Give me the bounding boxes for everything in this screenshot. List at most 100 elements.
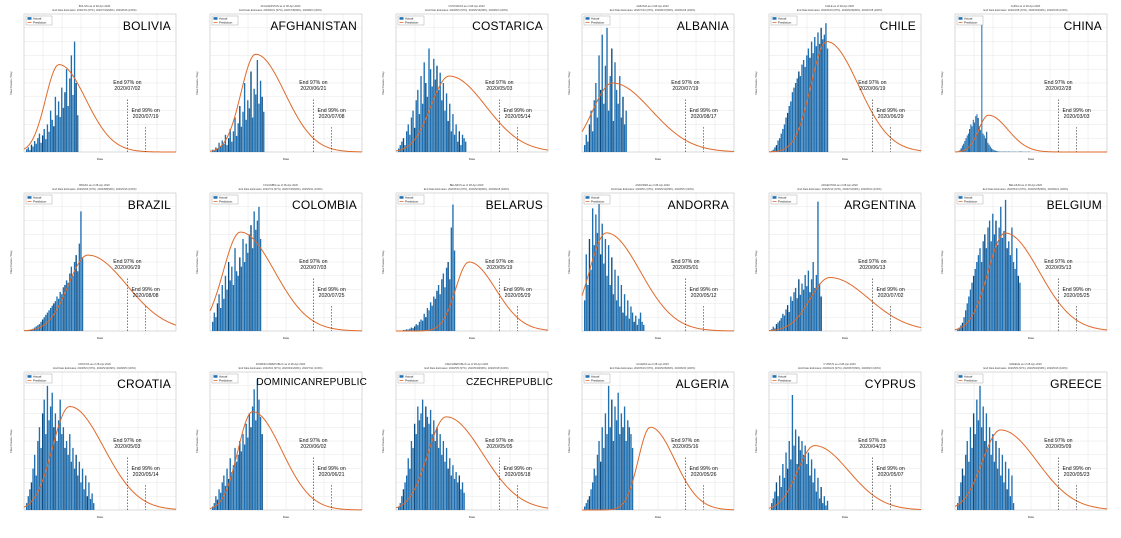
legend-prediction-label: Prediction [778, 200, 792, 204]
bar [253, 88, 255, 152]
bar [433, 58, 435, 152]
end99-label: End 99% on [1062, 286, 1091, 293]
end97-annotation: End 97% on 2020/06/21 [291, 80, 335, 92]
bar [971, 447, 973, 510]
x-axis-label: Date [283, 336, 290, 340]
chart-subtitle: End Date Estimates: 2020/5/16 (97%), 202… [609, 367, 696, 370]
bar [237, 123, 239, 152]
bar [80, 211, 82, 331]
bar [809, 57, 811, 153]
bar [64, 447, 66, 510]
bar [232, 285, 235, 331]
bar [641, 321, 643, 331]
bar [442, 273, 445, 331]
plot-frame [581, 192, 735, 332]
bar [463, 492, 465, 510]
bar [27, 496, 29, 510]
bar [212, 321, 214, 331]
bar [213, 312, 215, 331]
end97-annotation: End 97% on 2020/05/05 [477, 438, 521, 450]
bar [410, 441, 413, 510]
legend-prediction-label: Prediction [219, 200, 233, 204]
chart-subtitle: End Date Estimates: 2020/7/3 (97%), 2020… [238, 188, 323, 191]
end99-date: 2020/05/14 [504, 113, 531, 120]
bar [431, 305, 433, 331]
bar [974, 268, 976, 331]
bar [442, 83, 445, 152]
country-label: CZECHREPUBLIC [465, 377, 553, 388]
bar [429, 69, 432, 152]
bar [807, 48, 810, 152]
end99-label: End 99% on [317, 107, 346, 114]
bar [405, 131, 408, 152]
end97-date: 2020/06/13 [859, 264, 886, 271]
bar [407, 124, 409, 152]
chart-title: AFGHANISTAN as of 28-Apr-2020 [260, 5, 301, 8]
end99-date: 2020/05/14 [132, 471, 159, 478]
bar [1008, 468, 1010, 510]
bar [591, 131, 594, 152]
end97-date: 2020/06/21 [300, 85, 327, 92]
bar [227, 262, 230, 331]
bar [780, 487, 782, 510]
bar [799, 450, 802, 510]
bar [235, 271, 238, 331]
x-axis-label: Date [655, 336, 662, 340]
legend-prediction-label: Prediction [591, 200, 605, 204]
bar [45, 314, 47, 331]
bar [32, 468, 34, 510]
bar [224, 275, 227, 331]
bar [33, 454, 36, 510]
bar [622, 96, 624, 152]
bar [59, 399, 61, 510]
end97-annotation: End 97% on 2020/05/16 [663, 438, 707, 450]
bar [812, 53, 814, 152]
bar [420, 413, 422, 510]
bar [75, 255, 77, 331]
bar [609, 285, 611, 331]
end99-date: 2020/05/18 [504, 471, 531, 478]
bar [69, 273, 71, 331]
bar [599, 254, 602, 331]
bar [405, 475, 408, 510]
bar [777, 140, 779, 152]
bar [67, 106, 69, 152]
bar [404, 329, 406, 331]
chart-panel-costarica: Actual Prediction Date New Cases / Day COSTA… [374, 2, 559, 172]
legend-actual-label: Actual [219, 17, 228, 21]
bar [611, 48, 613, 152]
bar [606, 275, 608, 331]
bar [985, 413, 988, 510]
bar [963, 143, 965, 152]
chart-subtitle: End Date Estimates: 2020/2/28 (97%), 202… [983, 9, 1068, 12]
bar [43, 317, 45, 331]
bar [1006, 248, 1008, 331]
legend-actual-label: Actual [591, 196, 600, 200]
bar [398, 506, 400, 510]
bar [457, 482, 459, 510]
end97-date: 2020/05/05 [486, 443, 513, 450]
bar [992, 434, 994, 510]
end99-label: End 99% on [503, 465, 532, 472]
end97-date: 2020/05/01 [672, 264, 699, 271]
bar [77, 475, 79, 510]
x-axis-label: Date [97, 336, 104, 340]
bar [820, 296, 822, 331]
bar [798, 279, 800, 331]
plot-frame [954, 13, 1108, 153]
legend-box [583, 15, 611, 26]
bar [818, 283, 821, 331]
bar [59, 117, 61, 152]
bar [625, 110, 627, 152]
end97-annotation: End 97% on 2020/06/02 [291, 438, 335, 450]
end97-date: 2020/07/19 [672, 85, 699, 92]
chart-subtitle: End Date Estimates: 2020/6/21 (97%), 202… [239, 9, 322, 12]
legend-box [211, 194, 239, 205]
bar [231, 472, 233, 510]
bar [596, 454, 599, 510]
bar [35, 475, 37, 510]
bar [976, 262, 978, 331]
end99-annotation: End 99% on 2020/05/25 [1055, 287, 1099, 299]
end99-label: End 99% on [1062, 465, 1091, 472]
end97-date: 2020/05/09 [1045, 443, 1072, 450]
